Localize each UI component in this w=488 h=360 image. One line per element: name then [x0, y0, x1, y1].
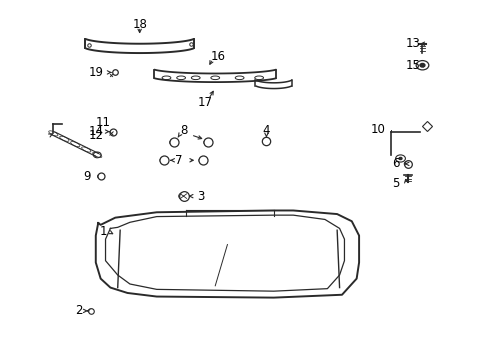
Text: 15: 15 [405, 59, 419, 72]
Ellipse shape [92, 152, 102, 157]
Text: 16: 16 [210, 50, 224, 63]
Text: 1: 1 [99, 225, 106, 238]
Circle shape [169, 139, 177, 145]
Circle shape [160, 157, 167, 163]
Circle shape [398, 157, 401, 159]
Text: 18: 18 [132, 18, 147, 31]
Ellipse shape [254, 76, 263, 80]
Text: 9: 9 [83, 170, 91, 183]
Text: 13: 13 [405, 37, 419, 50]
Ellipse shape [71, 141, 80, 147]
Text: 17: 17 [198, 96, 213, 109]
Circle shape [419, 63, 424, 67]
Text: 4: 4 [262, 124, 270, 137]
Text: 11: 11 [96, 116, 111, 129]
Text: 19: 19 [88, 66, 103, 79]
Text: 10: 10 [370, 123, 385, 136]
Circle shape [88, 309, 93, 313]
Circle shape [98, 174, 103, 179]
Text: 6: 6 [391, 157, 399, 170]
Ellipse shape [235, 76, 244, 80]
Ellipse shape [176, 76, 185, 80]
Text: 2: 2 [75, 305, 82, 318]
Circle shape [203, 139, 211, 145]
Text: 12: 12 [88, 129, 103, 142]
Circle shape [263, 138, 269, 143]
Text: 8: 8 [180, 124, 187, 137]
Ellipse shape [81, 147, 91, 152]
Ellipse shape [191, 76, 200, 80]
Text: 7: 7 [175, 154, 182, 167]
Ellipse shape [210, 76, 219, 80]
Circle shape [199, 157, 206, 163]
Text: 3: 3 [197, 190, 204, 203]
Text: 5: 5 [391, 177, 399, 190]
Ellipse shape [49, 131, 58, 136]
Ellipse shape [60, 136, 69, 141]
Circle shape [404, 161, 410, 166]
Text: 14: 14 [88, 125, 103, 138]
Ellipse shape [162, 76, 170, 80]
